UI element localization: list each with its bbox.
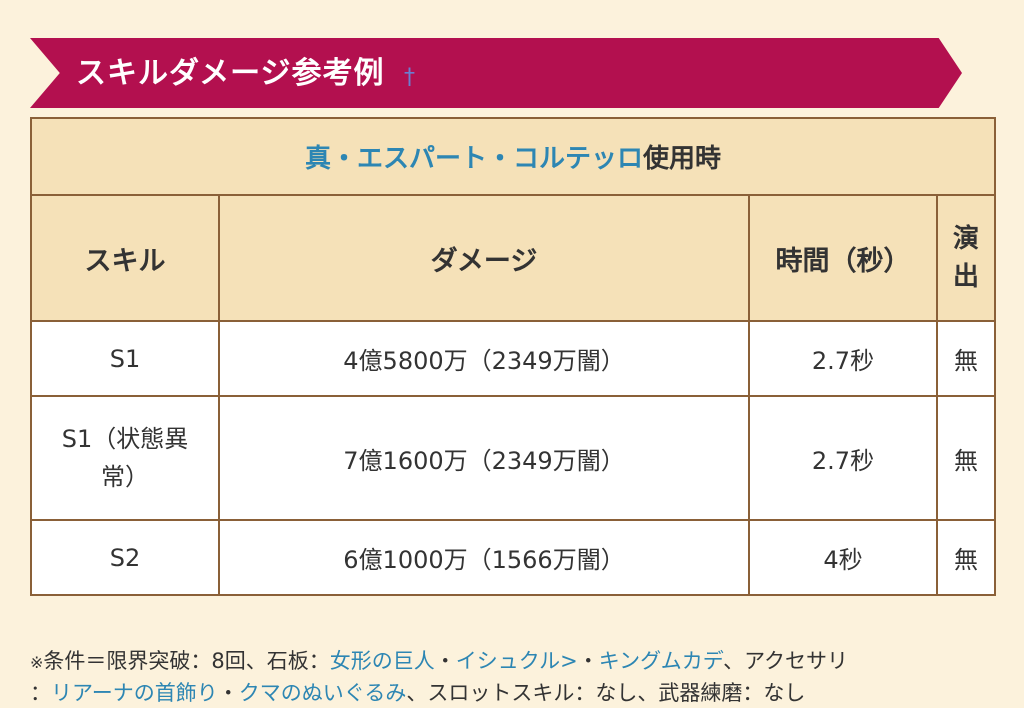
footnote-dagger-link[interactable]: † (404, 65, 415, 90)
column-header-effect-line2: 出 (953, 262, 980, 292)
cell-effect: 無 (935, 395, 997, 521)
note-separator: ・ (434, 649, 456, 673)
cell-skill: S1 (30, 320, 220, 397)
cell-effect: 無 (935, 519, 997, 596)
note-text: ： (30, 681, 51, 705)
slate-link-onnagata-kyojin[interactable]: 女形の巨人 (329, 649, 435, 673)
table-header-row: スキル ダメージ 時間（秒） 演 出 (30, 194, 997, 322)
cell-skill: S1（状態異 常） (30, 395, 220, 521)
column-header-damage: ダメージ (218, 194, 750, 322)
note-mark: ※ (30, 653, 44, 672)
slate-link-ishukuru[interactable]: イシュクル> (455, 649, 578, 673)
weapon-link[interactable]: 真・エスパート・コルテッロ (305, 144, 644, 174)
cell-skill-line1: S1（状態異 (61, 425, 189, 453)
accessory-link-kuma-plush[interactable]: クマのぬいぐるみ (238, 681, 407, 705)
skill-damage-table: 真・エスパート・コルテッロ使用時 スキル ダメージ 時間（秒） 演 出 S1 4… (29, 117, 997, 596)
cell-time: 2.7秒 (748, 320, 938, 397)
note-line-2: ：リアーナの首飾り・クマのぬいぐるみ、スロットスキル：なし、武器練磨：なし (30, 678, 1020, 708)
column-header-effect: 演 出 (935, 194, 997, 322)
note-separator: ・ (577, 649, 599, 673)
table-caption-row: 真・エスパート・コルテッロ使用時 (29, 117, 997, 196)
cell-time: 2.7秒 (748, 395, 938, 521)
cell-effect: 無 (935, 320, 997, 397)
column-header-effect-line1: 演 (953, 224, 980, 254)
note-text: 条件＝限界突破：8回、石板： (43, 649, 330, 673)
cell-time: 4秒 (748, 519, 938, 596)
section-title: スキルダメージ参考例 (76, 56, 385, 91)
accessory-link-riana-necklace[interactable]: リアーナの首飾り (51, 681, 218, 705)
note-separator: ・ (217, 681, 239, 705)
slate-link-king-mukade[interactable]: キングムカデ (598, 649, 724, 673)
caption-suffix: 使用時 (643, 144, 722, 174)
note-text: 、アクセサリ (723, 649, 849, 673)
cell-damage: 7億1600万（2349万闇） (218, 395, 750, 521)
section-header-banner (30, 38, 962, 108)
table-row: S2 6億1000万（1566万闇） 4秒 無 (30, 519, 997, 596)
table-row: S1 4億5800万（2349万闇） 2.7秒 無 (30, 320, 997, 397)
table-caption: 真・エスパート・コルテッロ使用時 (29, 117, 997, 196)
cell-damage: 4億5800万（2349万闇） (218, 320, 750, 397)
column-header-time: 時間（秒） (748, 194, 938, 322)
note-line-1: ※条件＝限界突破：8回、石板：女形の巨人・イシュクル>・キングムカデ、アクセサリ (30, 646, 1020, 678)
cell-skill: S2 (30, 519, 220, 596)
conditions-note: ※条件＝限界突破：8回、石板：女形の巨人・イシュクル>・キングムカデ、アクセサリ… (30, 646, 1020, 708)
note-text: 、スロットスキル：なし、武器練磨：なし (406, 681, 806, 705)
cell-damage: 6億1000万（1566万闇） (218, 519, 750, 596)
table-row: S1（状態異 常） 7億1600万（2349万闇） 2.7秒 無 (30, 395, 997, 521)
column-header-skill: スキル (30, 194, 220, 322)
cell-skill-line2: 常） (101, 463, 149, 491)
